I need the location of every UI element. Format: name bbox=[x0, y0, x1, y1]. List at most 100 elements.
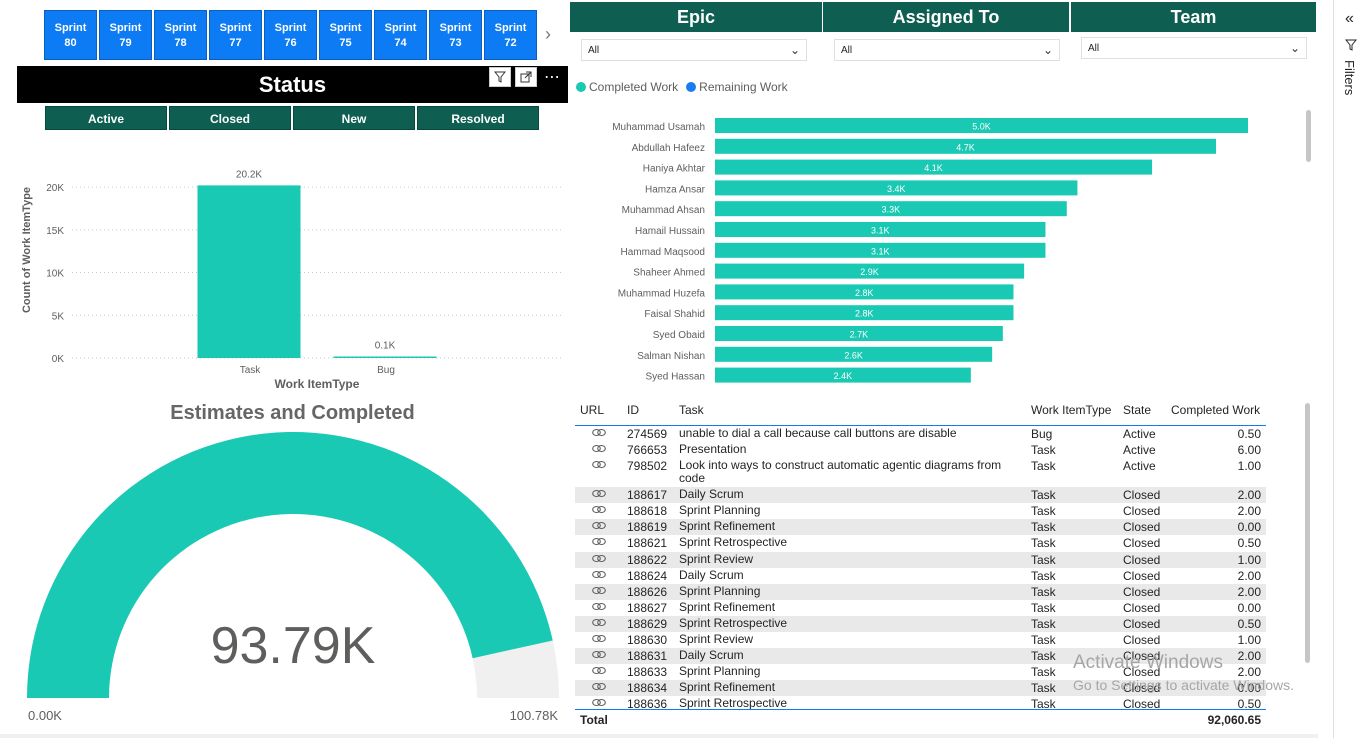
filter-icon[interactable] bbox=[489, 67, 511, 87]
table-row[interactable]: 766653 Presentation Task Active 6.00 bbox=[575, 442, 1266, 458]
table-row[interactable]: 188624 Daily Scrum Task Closed 2.00 bbox=[575, 568, 1266, 584]
sprint-button[interactable]: Sprint 73 bbox=[429, 10, 482, 60]
person-label: Salman Nishan bbox=[637, 351, 705, 362]
work-item-id: 188633 bbox=[627, 665, 668, 680]
status-tile-new[interactable]: New bbox=[293, 106, 415, 130]
more-options-icon[interactable]: ⋯ bbox=[544, 69, 560, 86]
sprint-button[interactable]: Sprint 79 bbox=[99, 10, 152, 60]
work-item-state: Closed bbox=[1123, 584, 1161, 599]
bar-bug[interactable] bbox=[333, 356, 437, 359]
completed-work-bar[interactable] bbox=[715, 326, 1003, 341]
page-tabs-bar bbox=[0, 734, 1318, 738]
completed-work-bar[interactable] bbox=[715, 242, 1046, 258]
work-item-completed: 0.50 bbox=[1237, 427, 1261, 441]
link-icon[interactable] bbox=[592, 666, 606, 675]
completed-work-bar[interactable] bbox=[715, 263, 1025, 279]
column-header[interactable]: Task bbox=[679, 403, 704, 417]
work-item-completed: 0.50 bbox=[1237, 536, 1261, 551]
work-item-id: 274569 bbox=[627, 427, 668, 441]
legend-remaining[interactable]: Remaining Work bbox=[686, 80, 788, 94]
table-row[interactable]: 188617 Daily Scrum Task Closed 2.00 bbox=[575, 487, 1266, 504]
table-scrollbar[interactable] bbox=[1305, 403, 1310, 663]
work-item-task: Sprint Planning bbox=[679, 664, 761, 679]
completed-work-bar[interactable] bbox=[715, 138, 1217, 154]
assigned-to-dropdown[interactable]: All ⌄ bbox=[834, 39, 1060, 61]
bar-task[interactable] bbox=[197, 185, 301, 358]
completed-work-bar[interactable] bbox=[715, 159, 1153, 175]
chevron-right-icon[interactable]: › bbox=[545, 24, 551, 44]
completed-work-bar[interactable] bbox=[715, 346, 993, 362]
completed-work-bar[interactable] bbox=[715, 367, 971, 383]
table-row[interactable]: 188629 Sprint Retrospective Task Closed 0.50 bbox=[575, 615, 1266, 633]
sprint-button[interactable]: Sprint 75 bbox=[319, 10, 372, 60]
collapse-icon[interactable]: « bbox=[1345, 10, 1354, 27]
column-header[interactable]: State bbox=[1123, 403, 1152, 417]
link-icon[interactable] bbox=[592, 586, 606, 595]
completed-work-bar[interactable] bbox=[715, 222, 1046, 237]
team-dropdown[interactable]: All ⌄ bbox=[1081, 37, 1307, 59]
table-row[interactable]: 188621 Sprint Retrospective Task Closed 0.50 bbox=[575, 535, 1266, 551]
work-item-completed: 1.00 bbox=[1237, 633, 1261, 648]
link-icon[interactable] bbox=[592, 489, 606, 498]
link-icon[interactable] bbox=[592, 444, 606, 453]
epic-dropdown[interactable]: All ⌄ bbox=[581, 39, 807, 61]
work-item-state: Active bbox=[1123, 443, 1156, 458]
focus-mode-icon[interactable] bbox=[515, 67, 537, 87]
table-row[interactable]: 274569 unable to dial a call because call… bbox=[575, 426, 1266, 442]
link-icon[interactable] bbox=[592, 554, 606, 563]
completed-work-bar[interactable] bbox=[715, 201, 1067, 217]
table-row[interactable]: 188631 Daily Scrum Task Closed 2.00 bbox=[575, 648, 1266, 665]
link-icon[interactable] bbox=[592, 505, 606, 514]
table-row[interactable]: 188630 Sprint Review Task Closed 1.00 bbox=[575, 632, 1266, 648]
work-item-task: Look into ways to construct automatic ag… bbox=[679, 458, 1002, 486]
work-item-task: Presentation bbox=[679, 442, 747, 457]
table-row[interactable]: 188626 Sprint Planning Task Closed 2.00 bbox=[575, 583, 1266, 600]
link-icon[interactable] bbox=[592, 537, 606, 546]
table-row[interactable]: 188633 Sprint Planning Task Closed 2.00 bbox=[575, 664, 1266, 680]
column-header[interactable]: ID bbox=[627, 403, 639, 417]
link-icon[interactable] bbox=[592, 618, 606, 627]
completed-work-bar[interactable] bbox=[715, 284, 1014, 300]
link-icon[interactable] bbox=[592, 634, 606, 643]
status-tile-resolved[interactable]: Resolved bbox=[417, 106, 539, 130]
table-row[interactable]: 188634 Sprint Refinement Task Closed 0.00 bbox=[575, 680, 1266, 697]
link-icon[interactable] bbox=[592, 521, 606, 530]
table-row[interactable]: 188636 Sprint Retrospective Task Closed 0.50 bbox=[575, 696, 1266, 709]
link-icon[interactable] bbox=[592, 460, 606, 469]
link-icon[interactable] bbox=[592, 570, 606, 579]
status-tile-active[interactable]: Active bbox=[45, 106, 167, 130]
sprint-button[interactable]: Sprint 80 bbox=[44, 10, 97, 60]
sprint-button[interactable]: Sprint 74 bbox=[374, 10, 427, 60]
link-icon[interactable] bbox=[592, 650, 606, 659]
table-row[interactable]: 798502 Look into ways to construct automa… bbox=[575, 458, 1266, 487]
sprint-button[interactable]: Sprint 77 bbox=[209, 10, 262, 60]
chart-scrollbar[interactable] bbox=[1306, 110, 1311, 162]
link-icon[interactable] bbox=[592, 682, 606, 691]
status-tile-closed[interactable]: Closed bbox=[169, 106, 291, 130]
column-header[interactable]: URL bbox=[580, 403, 605, 417]
completed-work-bar[interactable] bbox=[715, 305, 1014, 321]
link-icon[interactable] bbox=[592, 698, 606, 707]
link-icon[interactable] bbox=[592, 428, 606, 437]
column-header[interactable]: Work ItemType bbox=[1031, 403, 1112, 417]
completed-work-bar[interactable] bbox=[715, 118, 1248, 133]
bar-data-label: 2.6K bbox=[844, 350, 863, 360]
table-row[interactable]: 188622 Sprint Review Task Closed 1.00 bbox=[575, 551, 1266, 568]
column-header[interactable]: Completed Work bbox=[1171, 403, 1261, 417]
work-item-task: Daily Scrum bbox=[679, 567, 744, 582]
gauge-value: 93.79K bbox=[211, 617, 376, 675]
work-item-state: Closed bbox=[1123, 488, 1161, 503]
work-item-state: Closed bbox=[1123, 552, 1161, 567]
sprint-button[interactable]: Sprint 76 bbox=[264, 10, 317, 60]
filters-pane[interactable]: « Filters bbox=[1333, 0, 1366, 738]
legend-completed[interactable]: Completed Work bbox=[576, 80, 678, 94]
table-row[interactable]: 188627 Sprint Refinement Task Closed 0.00 bbox=[575, 600, 1266, 616]
completed-work-bar[interactable] bbox=[715, 180, 1078, 196]
sprint-button[interactable]: Sprint 78 bbox=[154, 10, 207, 60]
link-icon[interactable] bbox=[592, 602, 606, 611]
sprint-number: 78 bbox=[174, 37, 187, 49]
table-row[interactable]: 188619 Sprint Refinement Task Closed 0.00 bbox=[575, 519, 1266, 536]
sprint-button[interactable]: Sprint 72 bbox=[484, 10, 537, 60]
table-row[interactable]: 188618 Sprint Planning Task Closed 2.00 bbox=[575, 503, 1266, 519]
total-label: Total bbox=[580, 713, 608, 727]
